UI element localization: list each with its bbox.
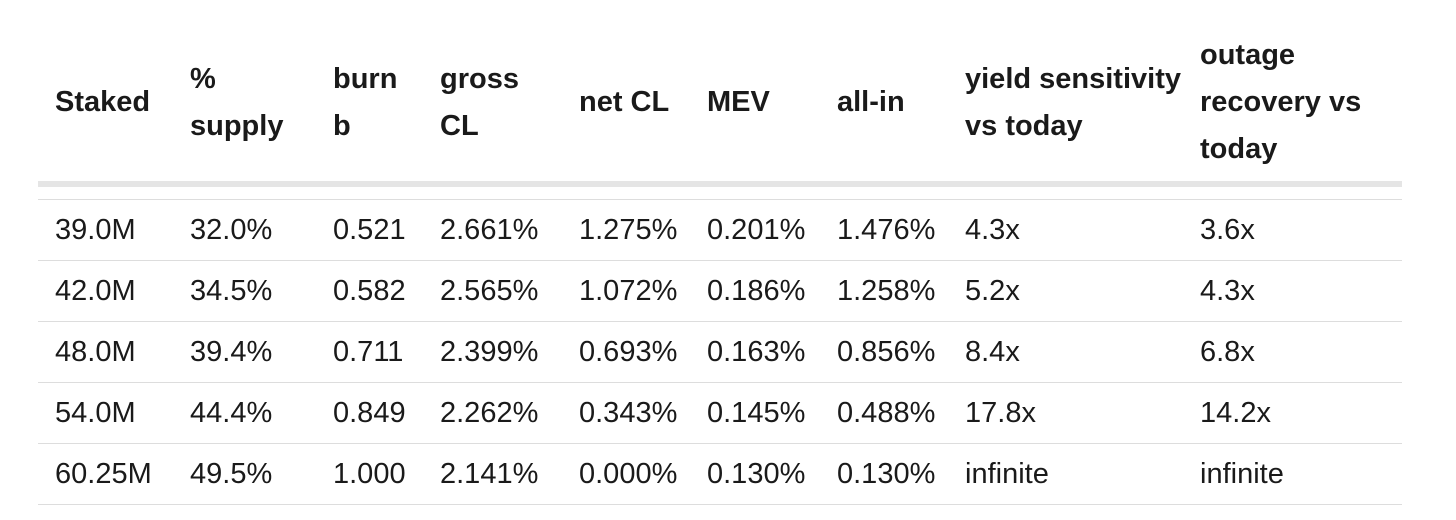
- cell-burn-b: 0.711: [316, 321, 423, 383]
- cell-staked: 39.0M: [38, 199, 173, 261]
- cell-net-cl: 1.072%: [562, 260, 690, 322]
- cell-outage-recovery: 6.8x: [1183, 321, 1402, 383]
- cell-outage-recovery: 14.2x: [1183, 382, 1402, 444]
- cell-percent-supply: 44.4%: [173, 382, 316, 444]
- cell-staked: 42.0M: [38, 260, 173, 322]
- table-row: 48.0M 39.4% 0.711 2.399% 0.693% 0.163% 0…: [38, 321, 1402, 383]
- header-net-cl: net CL: [579, 86, 670, 118]
- header-divider-band: [38, 181, 1402, 187]
- cell-yield-sensitivity: 5.2x: [948, 260, 1183, 322]
- cell-gross-cl: 2.661%: [423, 199, 562, 261]
- table-row: 60.25M 49.5% 1.000 2.141% 0.000% 0.130% …: [38, 443, 1402, 505]
- cell-mev: 0.145%: [690, 382, 820, 444]
- header-mev: MEV: [707, 86, 770, 118]
- cell-outage-recovery: infinite: [1183, 443, 1402, 505]
- cell-gross-cl: 2.565%: [423, 260, 562, 322]
- cell-gross-cl: 2.399%: [423, 321, 562, 383]
- cell-mev: 0.163%: [690, 321, 820, 383]
- header-all-in: all-in: [837, 86, 905, 118]
- staking-yield-table: Staked % supply burn b gross CL net CL M…: [38, 24, 1402, 505]
- cell-net-cl: 0.000%: [562, 443, 690, 505]
- table-row: 39.0M 32.0% 0.521 2.661% 1.275% 0.201% 1…: [38, 199, 1402, 261]
- cell-all-in: 1.258%: [820, 260, 948, 322]
- table-row: 54.0M 44.4% 0.849 2.262% 0.343% 0.145% 0…: [38, 382, 1402, 444]
- header-spacer-cell: [38, 187, 1402, 200]
- cell-outage-recovery: 3.6x: [1183, 199, 1402, 261]
- cell-yield-sensitivity: 4.3x: [948, 199, 1183, 261]
- cell-mev: 0.130%: [690, 443, 820, 505]
- cell-gross-cl: 2.141%: [423, 443, 562, 505]
- cell-burn-b: 1.000: [316, 443, 423, 505]
- table-header: Staked % supply burn b gross CL net CL M…: [38, 24, 1402, 200]
- cell-staked: 60.25M: [38, 443, 173, 505]
- header-divider: [38, 181, 1402, 187]
- header-gross-cl: gross CL: [440, 62, 519, 142]
- cell-all-in: 0.488%: [820, 382, 948, 444]
- header-percent-supply: % supply: [190, 62, 284, 142]
- cell-net-cl: 0.343%: [562, 382, 690, 444]
- cell-percent-supply: 32.0%: [173, 199, 316, 261]
- header-yield-sensitivity: yield sensitivity vs today: [965, 62, 1181, 142]
- cell-yield-sensitivity: infinite: [948, 443, 1183, 505]
- cell-yield-sensitivity: 8.4x: [948, 321, 1183, 383]
- cell-burn-b: 0.582: [316, 260, 423, 322]
- cell-staked: 48.0M: [38, 321, 173, 383]
- cell-mev: 0.201%: [690, 199, 820, 261]
- cell-staked: 54.0M: [38, 382, 173, 444]
- cell-all-in: 1.476%: [820, 199, 948, 261]
- cell-gross-cl: 2.262%: [423, 382, 562, 444]
- cell-all-in: 0.856%: [820, 321, 948, 383]
- header-outage-recovery: outage recovery vs today: [1200, 39, 1362, 165]
- header-row: Staked % supply burn b gross CL net CL M…: [38, 24, 1402, 181]
- header-spacer: [38, 187, 1402, 200]
- cell-net-cl: 1.275%: [562, 199, 690, 261]
- cell-percent-supply: 49.5%: [173, 443, 316, 505]
- cell-outage-recovery: 4.3x: [1183, 260, 1402, 322]
- cell-burn-b: 0.521: [316, 199, 423, 261]
- header-staked: Staked: [55, 86, 151, 118]
- cell-all-in: 0.130%: [820, 443, 948, 505]
- table-body: 39.0M 32.0% 0.521 2.661% 1.275% 0.201% 1…: [38, 199, 1402, 505]
- cell-percent-supply: 34.5%: [173, 260, 316, 322]
- header-burn-b: burn b: [333, 62, 398, 142]
- cell-net-cl: 0.693%: [562, 321, 690, 383]
- data-table-container: Staked % supply burn b gross CL net CL M…: [38, 24, 1402, 505]
- cell-yield-sensitivity: 17.8x: [948, 382, 1183, 444]
- cell-burn-b: 0.849: [316, 382, 423, 444]
- table-row: 42.0M 34.5% 0.582 2.565% 1.072% 0.186% 1…: [38, 260, 1402, 322]
- cell-percent-supply: 39.4%: [173, 321, 316, 383]
- cell-mev: 0.186%: [690, 260, 820, 322]
